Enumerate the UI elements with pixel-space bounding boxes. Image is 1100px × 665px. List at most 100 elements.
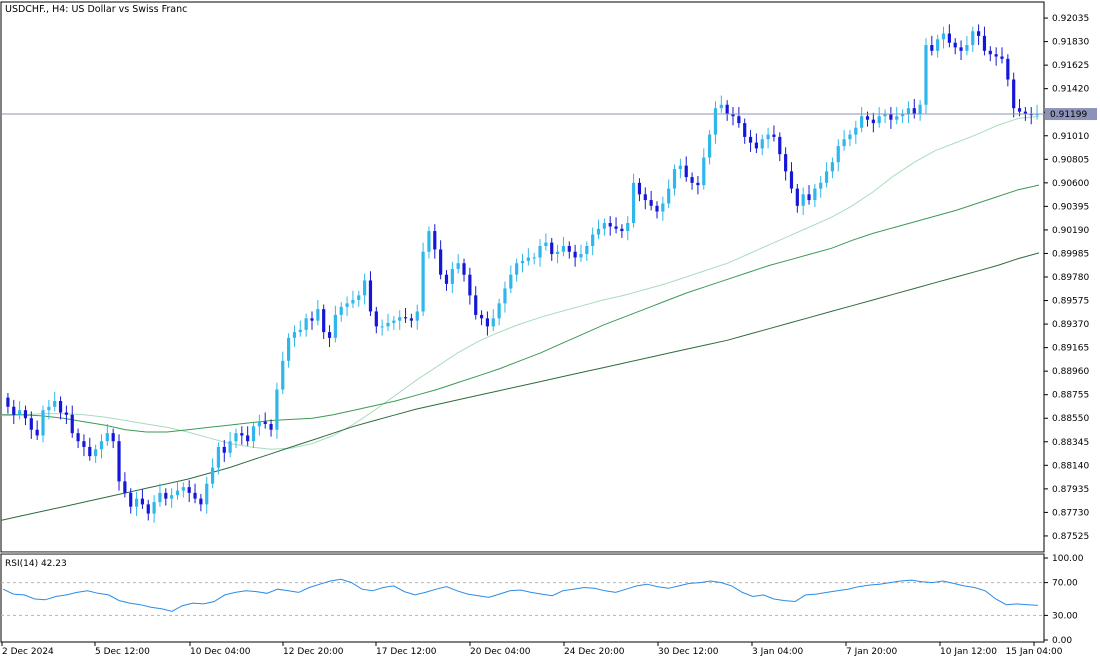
candle-body [47,406,51,411]
candle-body [53,401,57,407]
candle-body [439,249,443,275]
candle-body [333,314,337,338]
candle-body [111,433,115,442]
candle-body [88,446,92,457]
candle-body [708,134,712,158]
candle-body [444,274,449,284]
candle-body [23,410,28,419]
candle-body [298,329,302,333]
x-tick-label: 5 Dec 12:00 [95,647,150,657]
candle-body [234,433,238,442]
candle-body [871,119,875,124]
candle-body [228,441,232,453]
y-tick-label: 0.88345 [1052,438,1089,448]
candle-body [205,483,209,505]
y-tick-label: 0.87525 [1052,532,1089,542]
candle-body [918,104,922,114]
candle-body [491,318,495,327]
candle-body [292,332,297,338]
candle-body [608,223,612,227]
candle-body [41,410,45,436]
candle-body [737,116,741,124]
candle-body [655,205,659,212]
y-tick-label: 0.89165 [1052,344,1089,354]
y-tick-label: 0.87730 [1052,508,1089,518]
candle-body [941,33,946,40]
candle-body [322,309,326,333]
candle-body [614,226,618,229]
candle-body [58,401,63,413]
x-tick-label: 15 Jan 04:00 [1006,647,1063,657]
candle-body [795,188,799,206]
candle-body [555,251,560,255]
candle-body [76,433,80,442]
candle-body [117,441,121,482]
x-tick-label: 17 Dec 12:00 [376,647,437,657]
candle-body [515,263,519,275]
candle-body [813,188,817,201]
candle-body [596,228,601,235]
candle-body [637,182,642,195]
candle-body [357,295,361,300]
candle-body [181,487,185,491]
candle-body [35,429,39,436]
candle-body [269,423,273,430]
y-tick-label: 0.92035 [1052,14,1089,24]
candle-body [830,162,835,172]
candle-body [304,318,308,330]
candle-body [462,263,466,275]
candle-body [287,337,291,361]
candle-body [193,492,197,499]
candle-body [977,31,981,36]
candle-body [906,108,911,114]
y-tick-label: 0.90190 [1052,226,1089,236]
candle-body [836,146,840,163]
candle-body [748,136,753,143]
candle-body [164,492,168,499]
candle-body [251,426,256,442]
candle-body [649,200,653,206]
candle-body [257,421,261,427]
candle-body [965,45,969,51]
candle-body [70,414,74,434]
candle-body [421,251,425,312]
y-tick-label: 0.90805 [1052,155,1089,165]
y-tick-label: 0.91010 [1052,132,1089,142]
rsi-tick-label: 30.00 [1052,611,1078,621]
candle-body [403,317,408,319]
moving-average-line-1 [0,115,1040,450]
candle-body [275,389,279,430]
candle-body [819,182,823,189]
candle-body [930,45,934,51]
y-tick-label: 0.91625 [1052,61,1089,71]
x-tick-label: 7 Jan 20:00 [846,647,898,657]
candle-body [240,433,244,436]
candle-body [860,116,864,128]
candle-body [579,254,583,258]
candle-body [784,154,788,172]
candle-body [824,171,829,183]
candle-body [450,268,454,284]
candle-body [713,108,718,135]
candle-body [731,113,735,117]
candle-body [743,123,747,137]
x-tick-label: 10 Jan 12:00 [940,647,997,657]
candle-body [216,446,221,468]
candle-body [351,299,355,304]
candle-body [339,306,343,315]
candle-body [281,360,285,390]
y-tick-label: 0.89575 [1052,297,1089,307]
x-tick-label: 30 Dec 12:00 [658,647,719,657]
candle-body [222,446,226,453]
candle-body [801,194,805,206]
candle-body [1023,111,1027,114]
candle-body [912,108,916,114]
candle-body [667,188,671,204]
y-tick-label: 0.88550 [1052,414,1089,424]
candle-body [725,104,729,114]
candle-body [6,397,10,407]
candle-body [520,260,525,264]
candle-body [719,104,723,109]
candle-body [643,194,647,201]
